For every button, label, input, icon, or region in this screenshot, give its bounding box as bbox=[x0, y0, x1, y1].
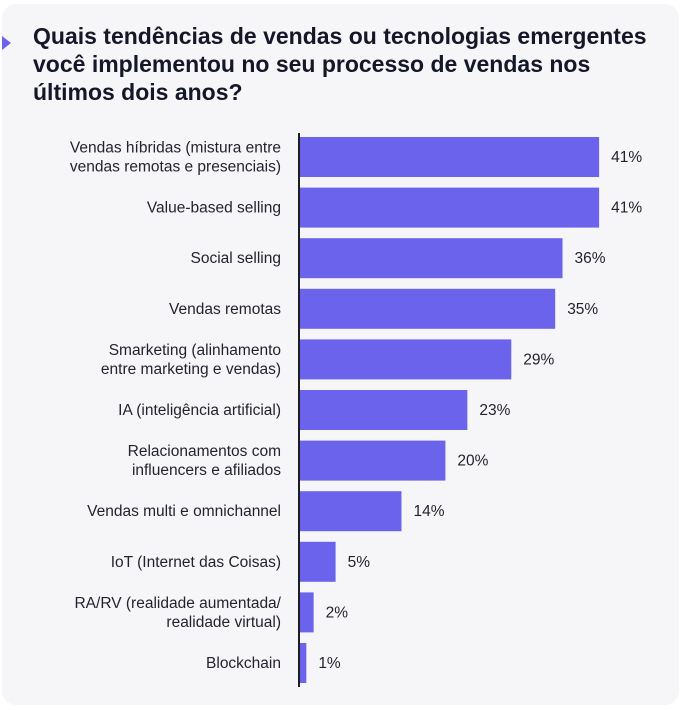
bar bbox=[299, 339, 512, 380]
category-label: Relacionamentos com influencers e afiliad… bbox=[128, 443, 282, 479]
value-label: 41% bbox=[611, 200, 642, 217]
bar bbox=[299, 238, 563, 279]
category-label: Blockchain bbox=[206, 655, 281, 672]
value-label: 20% bbox=[457, 453, 488, 470]
value-label: 1% bbox=[318, 655, 341, 672]
category-label: RA/RV (realidade aumentada/realidade vir… bbox=[74, 595, 281, 631]
value-label: 5% bbox=[348, 554, 371, 571]
category-label: IA (inteligência artificial) bbox=[118, 402, 281, 419]
bar bbox=[299, 592, 314, 633]
category-label: IoT (Internet das Coisas) bbox=[111, 554, 281, 571]
value-label: 2% bbox=[326, 604, 349, 621]
category-label: Social selling bbox=[191, 250, 281, 267]
chart-title: Quais tendências de vendas ou tecnologia… bbox=[33, 23, 647, 105]
bar bbox=[299, 643, 307, 683]
value-label: 23% bbox=[479, 402, 510, 419]
category-label: Smarketing (alinhamento entre marketing e… bbox=[101, 342, 281, 378]
bar bbox=[299, 137, 600, 177]
bar bbox=[299, 390, 468, 430]
value-label: 41% bbox=[611, 149, 642, 166]
bar bbox=[299, 491, 402, 532]
bar bbox=[299, 187, 600, 228]
category-label: Vendas híbridas (mistura entre vendas rem… bbox=[70, 140, 281, 176]
bar bbox=[299, 541, 336, 582]
bar bbox=[299, 440, 446, 481]
value-label: 36% bbox=[575, 250, 606, 267]
bar bbox=[299, 288, 556, 329]
category-label: Vendas multi e omnichannel bbox=[87, 503, 281, 520]
category-label: Vendas remotas bbox=[169, 301, 281, 318]
category-label: Value-based selling bbox=[147, 200, 281, 217]
value-label: 14% bbox=[413, 503, 444, 520]
accent-marker bbox=[2, 36, 11, 50]
value-label: 35% bbox=[567, 301, 598, 318]
value-label: 29% bbox=[523, 351, 554, 368]
